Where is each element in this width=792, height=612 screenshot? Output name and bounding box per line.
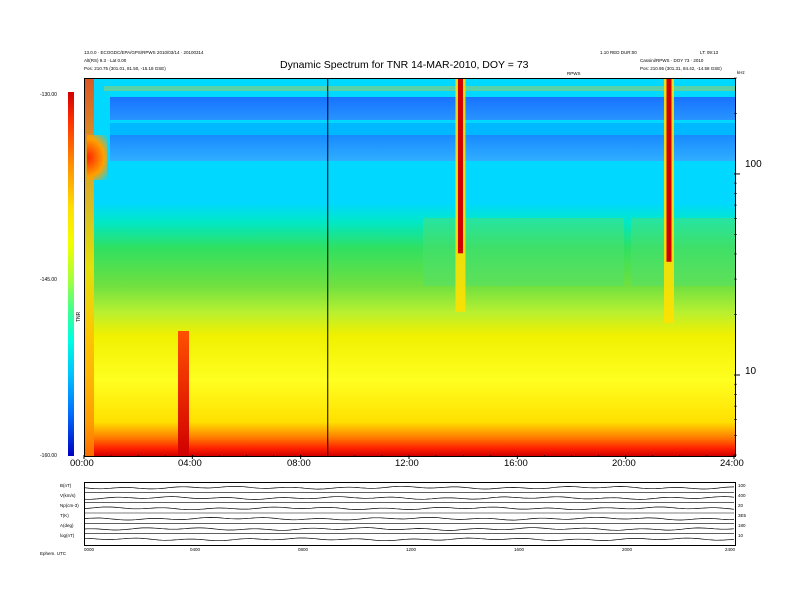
x-tick-label: 20:00	[612, 458, 636, 469]
header-left-line3: Pos: 210.75 (301.01, 81.50, -15.18 GSE)	[84, 66, 166, 71]
blue-band-1	[103, 85, 735, 92]
spectrogram	[84, 78, 735, 456]
unit-label-right: kHz	[737, 70, 745, 75]
header-right-line4: Pos: 210.95 (301.31, 84.42, -14.58 GSE)	[640, 66, 722, 71]
panel-label: A(deg)	[60, 523, 74, 528]
footer-label: Ephem. UTC	[40, 551, 67, 556]
panel-label: T(K)	[60, 513, 69, 518]
burst-core	[457, 78, 463, 254]
panel-right-label: 10	[738, 533, 744, 538]
x-tick-label: 16:00	[504, 458, 528, 469]
panel-label: B(nT)	[60, 483, 72, 488]
x-tick-label: 04:00	[178, 458, 202, 469]
chart-title: Dynamic Spectrum for TNR 14-MAR-2010, DO…	[280, 59, 529, 71]
header-left-line1: 13.0.0 · ECOGDC/EPA/GPS/RPWS 2010/03/14 …	[84, 50, 204, 55]
red-patch	[178, 331, 190, 456]
x-tick-label: 00:00	[70, 458, 94, 469]
burst-core	[666, 78, 672, 262]
blue-band-2	[110, 96, 735, 120]
panel-trace	[83, 496, 735, 500]
colorbar-tick-bottom: -160.00	[40, 453, 57, 459]
early-tail-2	[87, 134, 107, 181]
x-tick-label: 24:00	[720, 458, 744, 469]
y-tick-label: 10	[745, 366, 757, 377]
panel-trace	[84, 537, 735, 542]
colorbar-tick-top: -130.00	[40, 92, 57, 98]
panel-trace	[83, 485, 735, 490]
footer-tick: 2400	[725, 547, 736, 552]
header-right-line2: LT: 09:13	[700, 50, 719, 55]
header-center-small: RPWS	[567, 71, 581, 76]
panel-right-label: 3E5	[738, 513, 747, 518]
panel-right-label: 20	[738, 503, 744, 508]
x-tick-label: 08:00	[287, 458, 311, 469]
y-tick-label: 100	[745, 159, 762, 170]
header-right-line3: Cassini/RPWS · DOY 73 · 2010	[640, 58, 704, 63]
x-tick-label: 12:00	[395, 458, 419, 469]
colorbar	[68, 92, 74, 456]
panel-label: V(km/s)	[60, 493, 76, 498]
panel-right-label: 180	[738, 523, 746, 528]
header-right-line1: 1.10 RED DUR:00	[600, 50, 637, 55]
panel-label: log(nT)	[60, 533, 75, 538]
param-panels	[84, 482, 736, 546]
early-tail-1	[84, 78, 94, 456]
panel-label: Np(cm-3)	[60, 503, 79, 508]
header-left-line2: Alt(RS) 9.3 · Lat 0.00	[84, 58, 127, 63]
blue-band-4	[110, 134, 735, 162]
panel-trace	[83, 527, 735, 531]
panel-right-label: 400	[738, 493, 746, 498]
panel-trace	[83, 506, 735, 511]
footer-tick: 1200	[406, 547, 417, 552]
green-shelf-2	[630, 217, 735, 286]
footer-tick: 0000	[84, 547, 95, 552]
footer-tick: 2000	[622, 547, 633, 552]
footer-tick: 0800	[298, 547, 309, 552]
plot-frame	[84, 78, 736, 457]
colorbar-tick-mid: -145.00	[40, 277, 57, 283]
blue-band-3	[110, 123, 735, 135]
footer-tick: 1600	[514, 547, 525, 552]
footer-tick: 0400	[190, 547, 201, 552]
panel-right-label: 100	[738, 483, 746, 488]
panel-trace	[83, 516, 735, 521]
